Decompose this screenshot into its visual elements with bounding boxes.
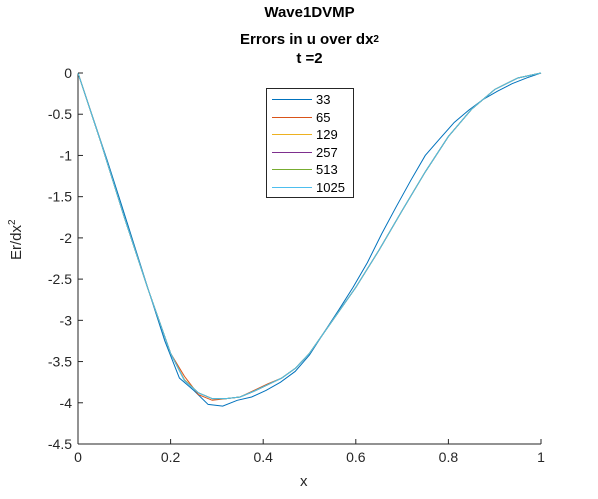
legend-entry: 65	[267, 109, 353, 127]
chart-title-line-1: Wave1DVMP	[264, 4, 355, 21]
legend-entry: 257	[267, 144, 353, 162]
y-tick-label: -1	[60, 147, 73, 163]
legend-entry: 1025	[267, 179, 353, 197]
y-tick-label: -3	[60, 312, 73, 328]
legend-label: 33	[316, 92, 331, 107]
y-tick-label: -3.5	[48, 354, 72, 370]
legend-label: 513	[316, 162, 338, 177]
x-tick-label: 0	[74, 449, 82, 465]
x-tick-label: 0.4	[253, 449, 273, 465]
series-line-33	[77, 72, 542, 407]
y-axis-label: Er/dx2	[7, 219, 25, 260]
y-tick-label: -0.5	[48, 106, 72, 122]
y-tick-label: -4.5	[48, 436, 72, 452]
legend-label: 129	[316, 127, 338, 142]
legend-swatch	[272, 134, 312, 135]
x-axis-label: x	[300, 473, 308, 490]
legend-swatch	[272, 116, 312, 118]
legend-swatch	[272, 151, 312, 153]
series-line-1025	[77, 72, 542, 400]
title-superscript: 2	[373, 34, 379, 45]
chart-title-line-3: t =2	[296, 50, 323, 67]
legend-entry: 513	[267, 161, 353, 179]
legend-swatch	[272, 186, 312, 188]
legend-entry: 33	[267, 91, 353, 109]
y-tick-label: -2.5	[48, 271, 72, 287]
legend-swatch	[272, 99, 312, 100]
legend-entry: 129	[267, 126, 353, 144]
y-tick-label: 0	[64, 65, 72, 81]
x-tick-label: 1	[537, 449, 545, 465]
legend: 33 65 129 257 513 1025	[266, 88, 354, 198]
y-tick-label: -2	[60, 230, 73, 246]
legend-label: 65	[316, 109, 331, 125]
legend-label: 257	[316, 144, 338, 160]
x-tick-label: 0.8	[439, 449, 459, 465]
legend-swatch	[272, 169, 312, 170]
y-tick-label: -4	[60, 395, 73, 411]
chart-title-line-2: Errors in u over dx2	[240, 31, 379, 48]
x-tick-label: 0.6	[346, 449, 366, 465]
x-tick-label: 0.2	[161, 449, 181, 465]
y-tick-label: -1.5	[48, 189, 72, 205]
legend-label: 1025	[316, 179, 345, 195]
